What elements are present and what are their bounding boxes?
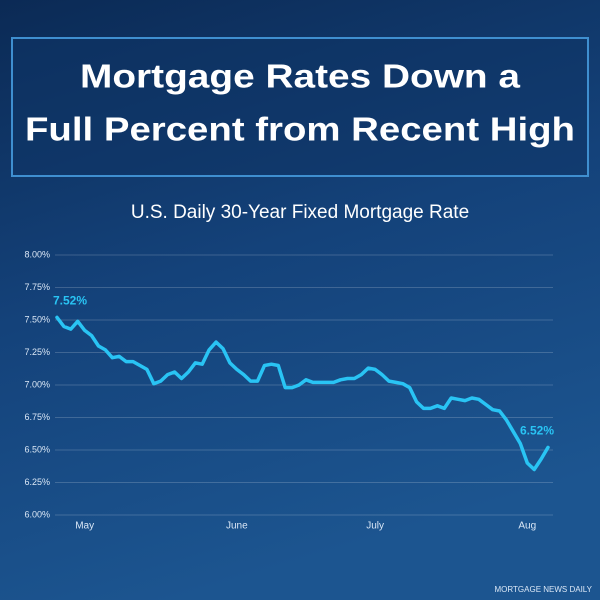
y-tick-label: 6.25% bbox=[24, 477, 50, 487]
x-tick-label: May bbox=[75, 521, 94, 532]
source: MORTGAGE NEWS DAILY bbox=[495, 585, 593, 594]
y-tick-label: 7.50% bbox=[24, 314, 50, 324]
x-tick-label: July bbox=[366, 521, 384, 532]
x-tick-label: June bbox=[226, 521, 248, 532]
y-tick-label: 6.75% bbox=[24, 412, 50, 422]
y-tick-label: 7.00% bbox=[24, 379, 50, 389]
rate-line bbox=[55, 315, 550, 472]
x-tick-label: Aug bbox=[518, 521, 536, 532]
y-tick-label: 6.00% bbox=[24, 509, 50, 519]
y-tick-label: 7.25% bbox=[24, 347, 50, 357]
headline-line: Mortgage Rates Down a bbox=[80, 58, 521, 95]
headline-box bbox=[11, 37, 589, 177]
y-tick-label: 8.00% bbox=[24, 249, 50, 259]
value-label: 7.52% bbox=[53, 294, 87, 308]
value-label: 6.52% bbox=[520, 424, 554, 438]
y-tick-label: 7.75% bbox=[24, 282, 50, 292]
headline-line: Full Percent from Recent High bbox=[25, 111, 575, 148]
y-tick-label: 6.50% bbox=[24, 444, 50, 454]
chart-title: U.S. Daily 30-Year Fixed Mortgage Rate bbox=[131, 202, 469, 223]
